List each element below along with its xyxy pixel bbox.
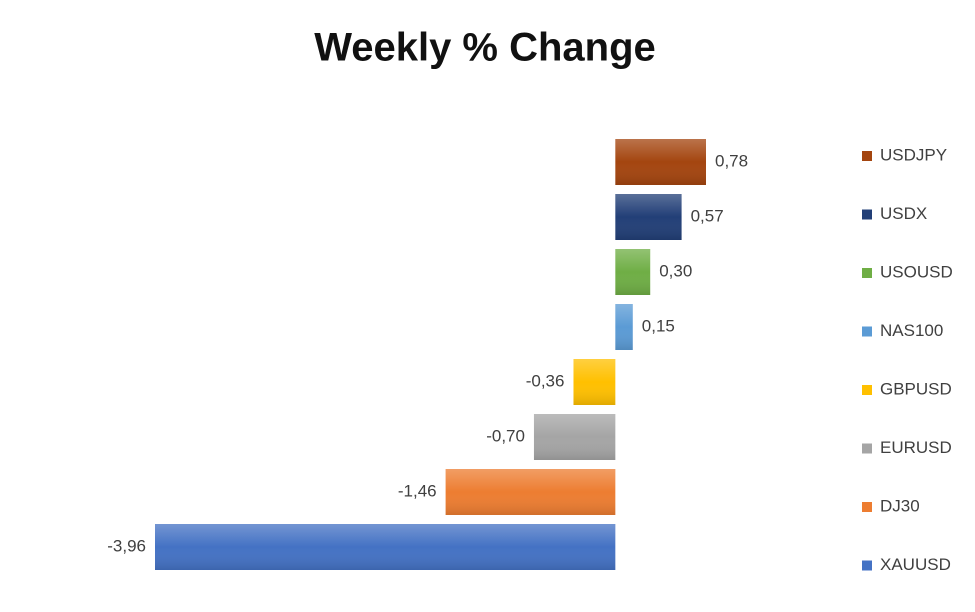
bar-shade: [615, 139, 706, 185]
data-label: 0,30: [659, 261, 692, 280]
legend-swatch: [862, 151, 872, 161]
legend-label: XAUUSD: [880, 555, 951, 574]
bar-shade: [155, 524, 616, 570]
legend-label: NAS100: [880, 321, 943, 340]
legend-label: EURUSD: [880, 438, 952, 457]
data-label: -0,70: [486, 426, 525, 445]
bar-shade: [573, 359, 616, 405]
data-label: 0,78: [715, 151, 748, 170]
legend-label: USDX: [880, 204, 927, 223]
legend-swatch: [862, 560, 872, 571]
legend-label: USOUSD: [880, 262, 953, 281]
legend-label: GBPUSD: [880, 379, 952, 398]
bar-shade: [445, 469, 616, 515]
data-label: -0,36: [526, 371, 565, 390]
bar-shade: [615, 194, 682, 240]
bar-shade: [615, 304, 633, 350]
data-label: -1,46: [398, 481, 437, 500]
data-label: 0,15: [642, 316, 675, 335]
legend-swatch: [862, 326, 872, 337]
legend-swatch: [862, 385, 872, 395]
legend-swatch: [862, 209, 872, 220]
legend-swatch: [862, 502, 872, 512]
legend-swatch: [862, 443, 872, 454]
chart-title: Weekly % Change: [314, 26, 656, 70]
bar-shade: [533, 414, 616, 460]
legend-label: USDJPY: [880, 145, 947, 164]
data-label: 0,57: [691, 206, 724, 225]
data-label: -3,96: [107, 536, 146, 555]
bar-shade: [615, 249, 651, 295]
legend-label: DJ30: [880, 496, 920, 515]
legend-swatch: [862, 268, 872, 278]
